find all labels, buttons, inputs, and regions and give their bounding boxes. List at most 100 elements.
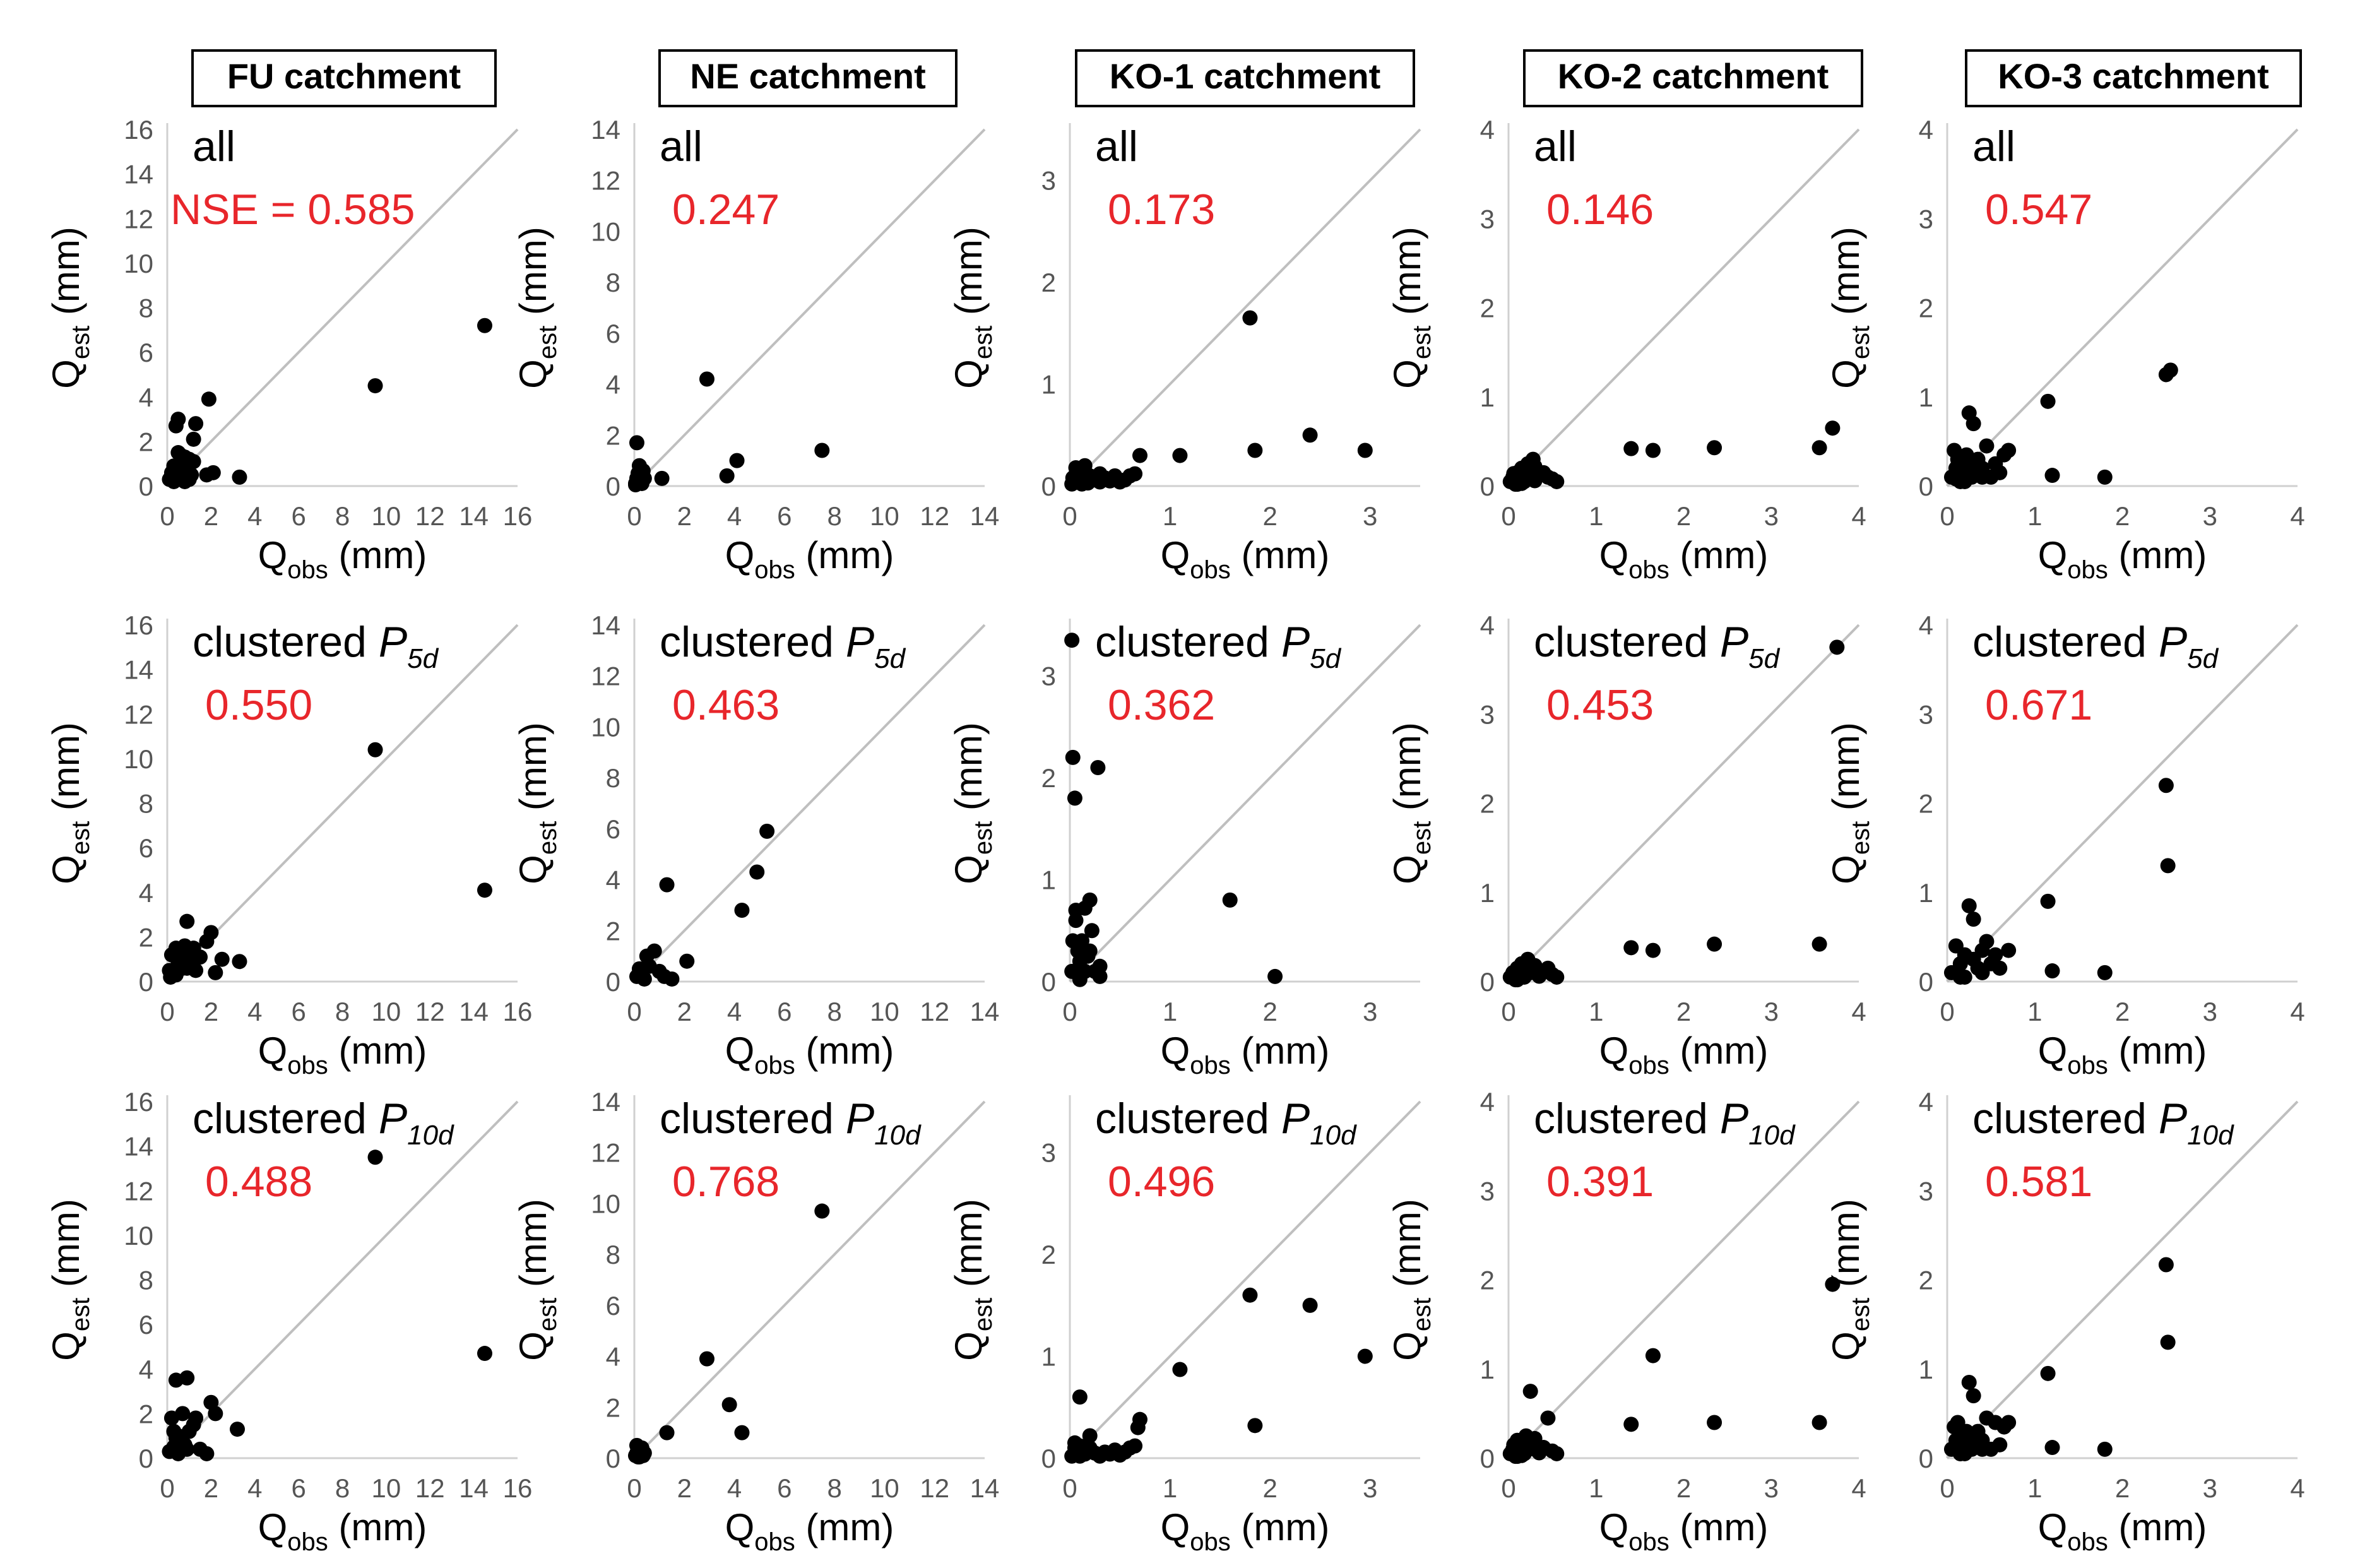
data-point: [1825, 1276, 1841, 1292]
y-tick-label: 10: [124, 249, 153, 278]
x-tick-label: 0: [160, 1473, 174, 1503]
data-point: [170, 445, 186, 461]
data-point: [1979, 934, 1995, 949]
one-to-one-line: [1946, 128, 2299, 487]
data-point: [1961, 898, 1977, 913]
x-tick-label: 14: [459, 501, 489, 531]
x-tick-label: 3: [2203, 1473, 2217, 1503]
y-tick-label: 8: [139, 1266, 153, 1295]
one-to-one-line: [166, 128, 519, 487]
y-tick-label: 1: [1919, 878, 1933, 908]
data-point: [2001, 942, 2017, 958]
x-tick-label: 2: [2115, 997, 2130, 1026]
x-tick-label: 10: [870, 997, 899, 1026]
data-point: [1247, 442, 1263, 458]
data-point: [1974, 469, 1990, 485]
panel-2-1: 00 2 2 4 4 6 6 8 8 10 10 12 12 14 14 Qobs (mm) Qest (mm)…: [512, 1087, 999, 1556]
data-point: [1829, 639, 1845, 655]
x-tick-label: 8: [335, 501, 350, 531]
data-point: [1267, 968, 1283, 984]
y-tick-label: 14: [591, 610, 620, 640]
data-point: [1966, 1388, 1981, 1404]
data-point: [1623, 441, 1639, 456]
panel-0-2: 00 1 1 2 2 3 3 Qobs (mm) Qest (mm) all 0.173: [947, 122, 1421, 584]
data-point: [230, 1422, 245, 1437]
y-tick-label: 0: [139, 1444, 153, 1473]
title-box: [1523, 49, 1863, 107]
x-tick-label: 4: [1851, 1473, 1866, 1503]
x-tick-label: 0: [627, 1473, 641, 1503]
data-point: [1067, 1435, 1082, 1451]
catchment-title-0: FU catchment: [191, 49, 497, 107]
y-tick-label: 10: [591, 712, 620, 742]
data-point: [1966, 912, 1981, 927]
y-tick-label: 2: [1041, 1240, 1056, 1269]
y-tick-label: 14: [591, 115, 620, 145]
y-tick-label: 6: [139, 338, 153, 367]
data-point: [1623, 1417, 1639, 1432]
data-point: [170, 412, 186, 427]
x-tick-label: 10: [372, 997, 401, 1026]
title-box: [1075, 49, 1415, 107]
data-point: [1540, 1410, 1556, 1426]
data-point: [634, 1444, 649, 1459]
x-tick-label: 16: [503, 997, 533, 1026]
y-tick-label: 6: [606, 814, 620, 844]
x-axis-label: Qobs (mm): [258, 1030, 427, 1079]
catchment-title-text: KO-2 catchment: [1558, 56, 1829, 96]
data-point: [1072, 971, 1088, 987]
nse-label: 0.547: [1985, 186, 2092, 234]
y-tick-label: 2: [1041, 763, 1056, 793]
data-point: [1961, 1374, 1977, 1390]
data-point: [2158, 1257, 2174, 1273]
y-tick-label: 10: [591, 1189, 620, 1218]
data-point: [1509, 972, 1525, 988]
data-point: [367, 1149, 383, 1165]
data-point: [208, 1406, 223, 1422]
data-point: [166, 1423, 182, 1439]
y-tick-label: 0: [606, 1444, 620, 1473]
data-point: [179, 913, 195, 929]
y-tick-label: 0: [1480, 1444, 1495, 1473]
y-tick-label: 4: [606, 370, 620, 400]
y-tick-label: 14: [591, 1087, 620, 1117]
x-tick-label: 2: [2115, 1473, 2130, 1503]
case-label: all: [193, 122, 235, 170]
x-tick-label: 4: [727, 501, 742, 531]
y-tick-label: 2: [1919, 294, 1933, 323]
y-tick-label: 0: [139, 472, 153, 501]
y-tick-label: 4: [1919, 610, 1933, 640]
nse-label: 0.496: [1108, 1158, 1215, 1206]
nse-label: NSE = 0.585: [170, 186, 415, 234]
data-point: [1974, 1441, 1990, 1457]
data-point: [2040, 893, 2056, 909]
x-tick-label: 6: [777, 501, 792, 531]
y-tick-label: 12: [124, 204, 153, 234]
y-tick-label: 4: [1919, 115, 1933, 145]
x-tick-label: 14: [459, 1473, 489, 1503]
data-point: [2044, 1440, 2060, 1456]
data-point: [1812, 1415, 1827, 1430]
data-point: [1132, 448, 1147, 463]
one-to-one-line: [166, 624, 519, 983]
x-tick-label: 0: [1940, 501, 1954, 531]
y-tick-label: 2: [1480, 789, 1495, 819]
nse-label: 0.463: [672, 681, 780, 729]
x-axis-label: Qobs (mm): [725, 1506, 894, 1556]
catchment-title-4: KO-3 catchment: [1965, 49, 2302, 107]
y-tick-label: 2: [1480, 294, 1495, 323]
x-tick-label: 0: [627, 501, 641, 531]
y-tick-label: 8: [606, 268, 620, 297]
y-axis-label: Qest (mm): [45, 1199, 95, 1361]
y-tick-label: 10: [124, 744, 153, 774]
x-tick-label: 0: [1501, 501, 1515, 531]
data-point: [199, 1446, 215, 1461]
x-tick-label: 1: [1589, 997, 1603, 1026]
y-tick-label: 10: [591, 217, 620, 246]
case-label: clustered P10d: [660, 1095, 922, 1151]
panel-0-4: 00 1 1 2 2 3 3 4 4 Qobs (mm) Qest (mm) all 0.547: [1825, 115, 2305, 584]
x-tick-label: 12: [920, 1473, 949, 1503]
y-tick-label: 6: [139, 833, 153, 863]
